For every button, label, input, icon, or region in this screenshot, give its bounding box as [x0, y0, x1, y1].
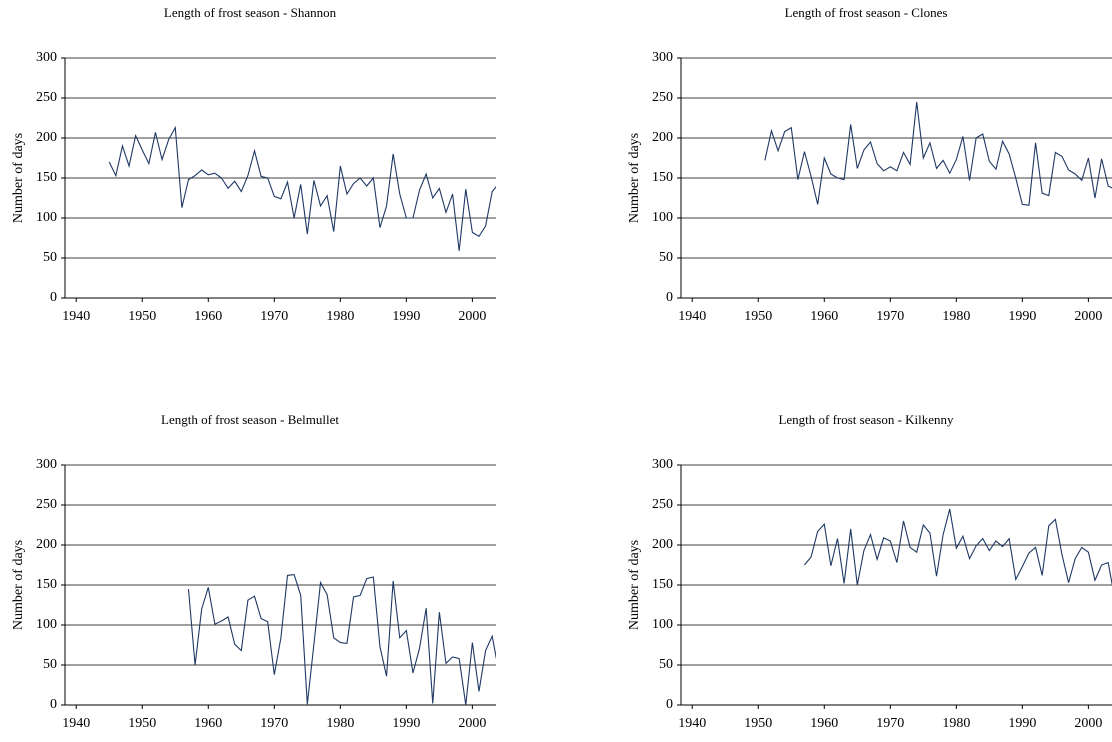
- y-tick-label: 200: [652, 130, 673, 145]
- x-tick-label: 2000: [458, 309, 486, 324]
- y-tick-label: 0: [50, 290, 57, 305]
- y-tick-label: 50: [659, 657, 673, 672]
- y-tick-label: 200: [36, 537, 57, 552]
- x-tick-label: 2000: [1074, 309, 1102, 324]
- y-tick-label: 150: [36, 577, 57, 592]
- y-tick-label: 100: [36, 617, 57, 632]
- x-tick-label: 1940: [62, 309, 90, 324]
- chart: Length of frost season - Belmullet Number…: [11, 412, 496, 731]
- y-tick-label: 150: [652, 170, 673, 185]
- y-axis-label: Number of days: [627, 540, 642, 630]
- y-axis-label: Number of days: [627, 133, 642, 223]
- x-tick-label: 1990: [392, 309, 420, 324]
- x-tick-label: 1980: [942, 716, 970, 731]
- x-tick-label: 1960: [194, 716, 222, 731]
- x-tick-label: 2000: [1074, 716, 1102, 731]
- x-tick-label: 1980: [942, 309, 970, 324]
- y-tick-label: 200: [652, 537, 673, 552]
- y-tick-label: 300: [652, 457, 673, 472]
- x-tick-label: 1970: [876, 309, 904, 324]
- y-tick-label: 0: [666, 290, 673, 305]
- x-tick-label: 1990: [1008, 309, 1036, 324]
- x-tick-label: 1950: [128, 309, 156, 324]
- data-line: [108, 125, 496, 251]
- y-axis-label: Number of days: [11, 540, 26, 630]
- x-tick-label: 1960: [194, 309, 222, 324]
- y-tick-label: 50: [43, 657, 57, 672]
- x-tick-label: 1940: [62, 716, 90, 731]
- y-tick-label: 200: [36, 130, 57, 145]
- y-tick-label: 250: [36, 497, 57, 512]
- chart-title: Length of frost season - Shannon: [164, 5, 337, 20]
- y-axis-label: Number of days: [11, 133, 26, 223]
- data-line: [764, 101, 1112, 206]
- y-tick-label: 0: [666, 697, 673, 712]
- x-tick-label: 1950: [744, 309, 772, 324]
- chart: Length of frost season - Shannon Number o…: [11, 5, 496, 324]
- y-tick-label: 300: [36, 50, 57, 65]
- y-tick-label: 300: [652, 50, 673, 65]
- y-tick-label: 150: [652, 577, 673, 592]
- x-tick-label: 1960: [810, 716, 838, 731]
- x-tick-label: 1960: [810, 309, 838, 324]
- chart: Length of frost season - Kilkenny Number …: [627, 412, 1112, 731]
- y-tick-label: 250: [652, 90, 673, 105]
- data-line: [804, 508, 1112, 587]
- x-tick-label: 1970: [260, 716, 288, 731]
- x-tick-label: 1980: [326, 309, 354, 324]
- chart: Length of frost season - Clones Number of…: [627, 5, 1112, 324]
- y-tick-label: 250: [652, 497, 673, 512]
- x-tick-label: 1950: [128, 716, 156, 731]
- x-tick-label: 1940: [678, 309, 706, 324]
- x-tick-label: 1940: [678, 716, 706, 731]
- x-tick-label: 1970: [260, 309, 288, 324]
- chart-title: Length of frost season - Kilkenny: [778, 412, 954, 427]
- y-tick-label: 100: [652, 617, 673, 632]
- x-tick-label: 2000: [458, 716, 486, 731]
- x-tick-label: 1990: [1008, 716, 1036, 731]
- y-tick-label: 50: [43, 250, 57, 265]
- chart-title: Length of frost season - Clones: [785, 5, 948, 20]
- x-tick-label: 1980: [326, 716, 354, 731]
- x-tick-label: 1990: [392, 716, 420, 731]
- y-tick-label: 150: [36, 170, 57, 185]
- chart-title: Length of frost season - Belmullet: [161, 412, 339, 427]
- y-tick-label: 0: [50, 697, 57, 712]
- y-tick-label: 300: [36, 457, 57, 472]
- data-line: [187, 573, 496, 706]
- y-tick-label: 250: [36, 90, 57, 105]
- y-tick-label: 100: [652, 210, 673, 225]
- y-tick-label: 50: [659, 250, 673, 265]
- x-tick-label: 1970: [876, 716, 904, 731]
- x-tick-label: 1950: [744, 716, 772, 731]
- y-tick-label: 100: [36, 210, 57, 225]
